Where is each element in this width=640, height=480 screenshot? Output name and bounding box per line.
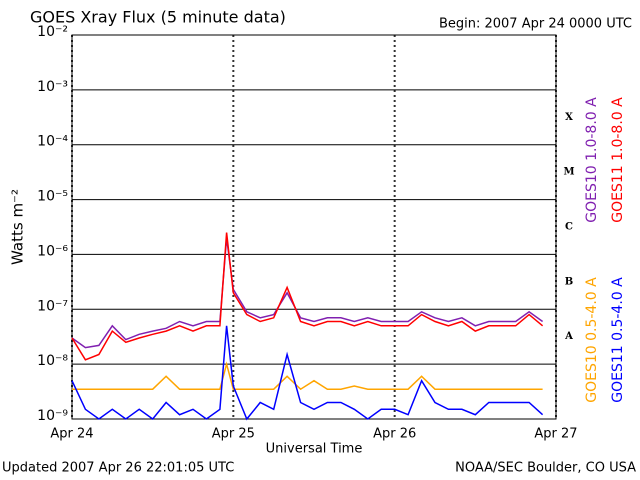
legend-label: GOES10 0.5-4.0 A (584, 277, 600, 403)
y-axis-label: Watts m⁻² (9, 189, 27, 265)
legend-label: GOES10 1.0-8.0 A (584, 97, 600, 223)
series-line (71, 237, 544, 349)
x-tick-label: Apr 26 (373, 427, 416, 442)
plot-frame (71, 34, 557, 420)
x-tick-label: Apr 27 (534, 427, 577, 442)
y-tick-label: 10⁻⁶ (37, 243, 68, 259)
y-tick-label: 10⁻³ (37, 79, 68, 95)
x-axis-label: Universal Time (266, 442, 363, 457)
y-tick-label: 10⁻⁹ (37, 408, 68, 424)
y-tick-label: 10⁻² (37, 24, 68, 40)
flare-class-label: M (563, 167, 574, 178)
series-line (71, 325, 544, 421)
y-tick-label: 10⁻⁷ (37, 298, 68, 314)
x-tick-label: Apr 24 (50, 427, 93, 442)
flare-class-label: B (565, 276, 573, 287)
chart-subtitle: Begin: 2007 Apr 24 0000 UTC (439, 17, 632, 32)
series-line (71, 232, 544, 361)
flare-class-label: C (565, 222, 573, 233)
series-line (72, 361, 543, 391)
legend-label: GOES11 1.0-8.0 A (610, 97, 626, 223)
x-tick-label: Apr 25 (212, 427, 255, 442)
flare-class-label: A (564, 331, 573, 342)
chart-title: GOES Xray Flux (5 minute data) (30, 8, 286, 27)
y-tick-label: 10⁻⁴ (37, 134, 68, 150)
footer-right: NOAA/SEC Boulder, CO USA (455, 461, 636, 476)
legend-label: GOES11 0.5-4.0 A (610, 277, 626, 403)
flare-class-label: X (565, 112, 573, 123)
y-tick-label: 10⁻⁵ (37, 189, 68, 205)
y-tick-label: 10⁻⁸ (37, 353, 68, 369)
footer-left: Updated 2007 Apr 26 22:01:05 UTC (2, 461, 234, 476)
